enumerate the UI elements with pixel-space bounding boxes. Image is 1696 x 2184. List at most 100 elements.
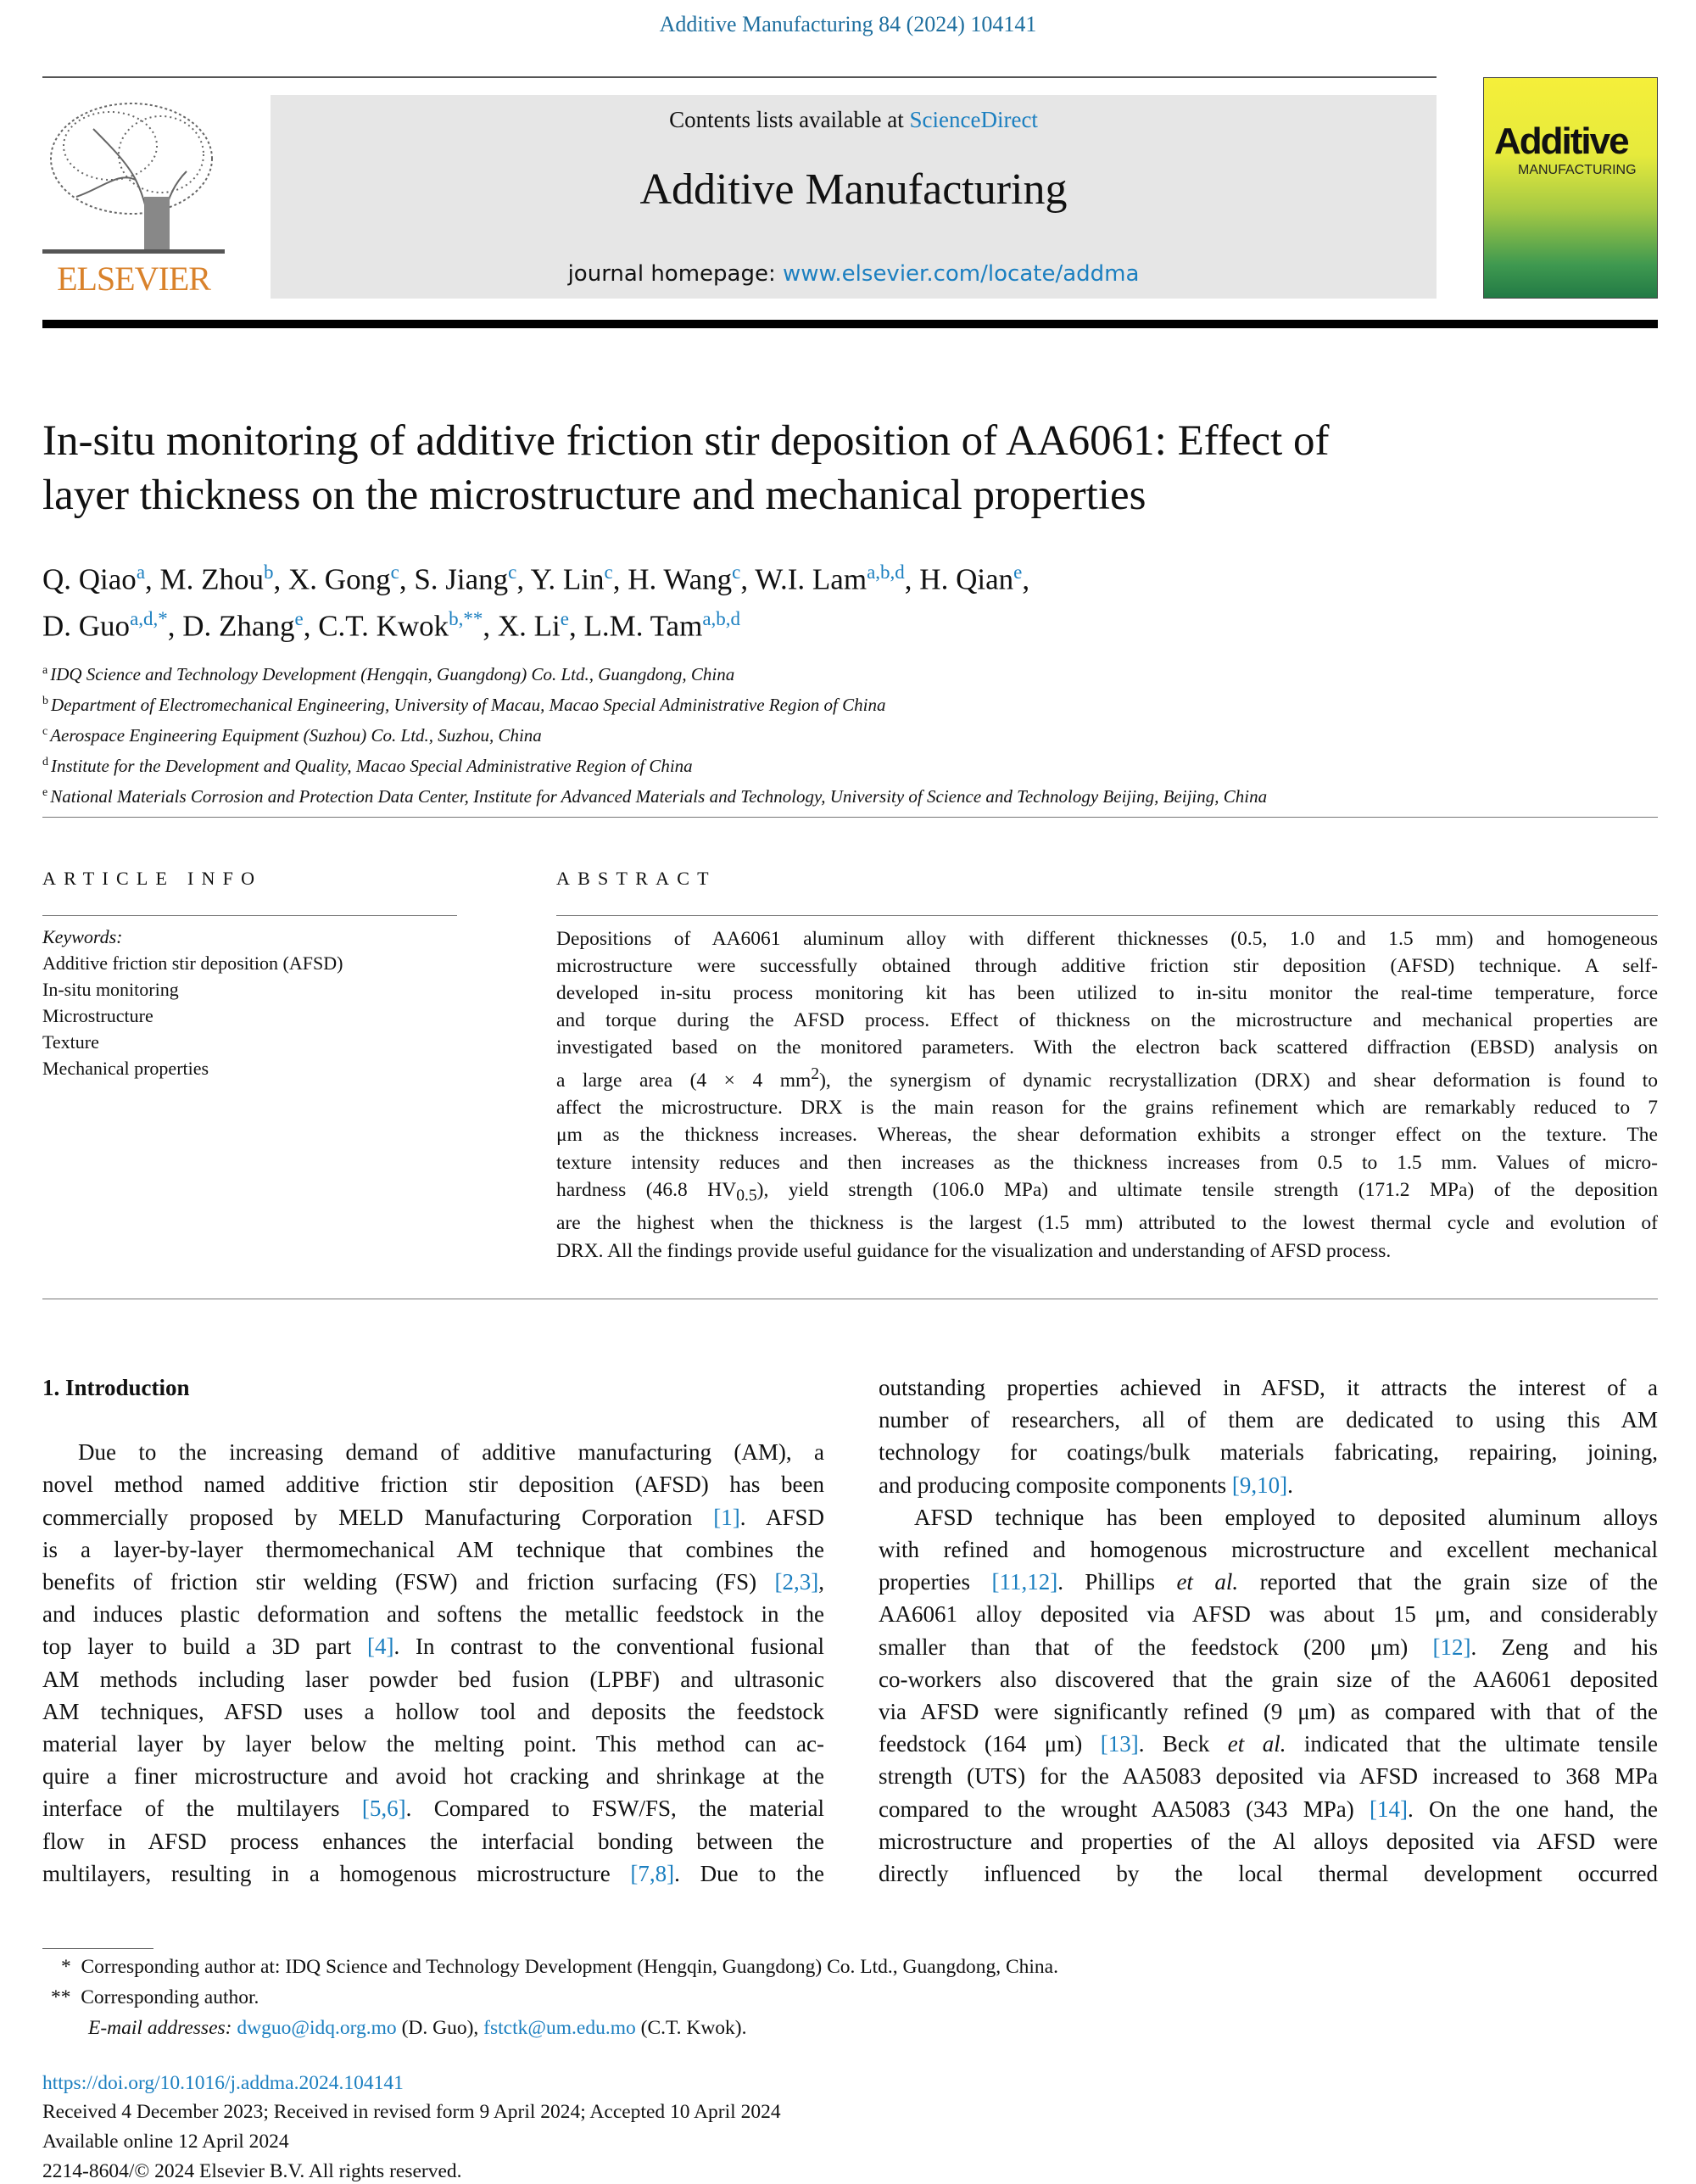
citation-link[interactable]: [2,3] (774, 1569, 819, 1595)
journal-cover[interactable]: Additive MANUFACTURING (1483, 77, 1658, 299)
text-line: AFSD technique has been employed to depo… (914, 1504, 1658, 1530)
author-line: Q. Qiaoa, M. Zhoub, X. Gongc, S. Jiangc,… (42, 561, 1030, 596)
author-affiliation-marker[interactable]: a,b,d (867, 561, 905, 583)
doi-link[interactable]: https://doi.org/10.1016/j.addma.2024.104… (42, 2072, 404, 2094)
text-line: texture intensity reduces and then incre… (556, 1151, 1658, 1174)
text-line: co-workers also discovered that the grai… (879, 1666, 1658, 1692)
text-line: via AFSD were significantly refined (9 μ… (879, 1699, 1658, 1725)
elsevier-logo: ELSEVIER (42, 95, 225, 299)
footnote-divider (42, 1948, 153, 1949)
email-link-guo[interactable]: dwguo@idq.org.mo (237, 2017, 397, 2039)
author-name[interactable]: X. Li (497, 609, 561, 643)
author-affiliation-marker[interactable]: c (732, 561, 741, 583)
affiliation: a IDQ Science and Technology Development … (42, 657, 1267, 688)
author-affiliation-marker[interactable]: e (560, 607, 569, 629)
citation-link[interactable]: [5,6] (361, 1796, 406, 1822)
text-line: multilayers, resulting in a homogenous m… (42, 1860, 824, 1886)
text-line: novel method named additive friction sti… (42, 1472, 824, 1498)
email-link-kwok[interactable]: fstctk@um.edu.mo (483, 2017, 636, 2039)
author-affiliation-marker[interactable]: b,** (449, 607, 483, 629)
journal-header-box: Contents lists available at ScienceDirec… (271, 95, 1437, 299)
affiliation-key: a (42, 664, 48, 677)
author-name[interactable]: W.I. Lam (755, 562, 868, 596)
journal-reference[interactable]: Additive Manufacturing 84 (2024) 104141 (659, 12, 1037, 36)
author-affiliation-marker[interactable]: e (294, 607, 304, 629)
superscript: 2 (811, 1065, 820, 1084)
emphasis: et al. (1176, 1569, 1239, 1595)
citation-link[interactable]: [1] (713, 1504, 740, 1530)
keyword: Microstructure (42, 1005, 153, 1026)
homepage-link[interactable]: www.elsevier.com/locate/addma (783, 261, 1140, 287)
author-affiliation-marker[interactable]: c (604, 561, 613, 583)
text-line: Depositions of AA6061 aluminum alloy wit… (556, 928, 1658, 950)
text-line: smaller than that of the feedstock (200 … (879, 1634, 1658, 1660)
author-affiliation-marker[interactable]: e (1013, 561, 1023, 583)
author-name[interactable]: L.M. Tam (583, 609, 703, 643)
contents-line: Contents lists available at ScienceDirec… (271, 107, 1437, 133)
text-line: developed in-situ process monitoring kit… (556, 982, 1658, 1005)
text-line: AA6061 alloy deposited via AFSD was abou… (879, 1601, 1658, 1628)
author-name[interactable]: X. Gong (288, 562, 391, 596)
copyright: 2214-8604/© 2024 Elsevier B.V. All right… (42, 2160, 462, 2182)
keyword: Mechanical properties (42, 1058, 209, 1079)
citation-link[interactable]: [14] (1369, 1796, 1408, 1822)
author-affiliation-marker[interactable]: a,b,d (702, 607, 741, 629)
affiliation-text: Aerospace Engineering Equipment (Suzhou)… (50, 725, 542, 746)
footnote-text: Corresponding author at: IDQ Science and… (81, 1956, 1058, 1978)
header-bar (42, 320, 1658, 328)
author-name[interactable]: H. Qian (919, 562, 1014, 596)
footnote-mark: ** (51, 1986, 71, 2008)
author-affiliation-marker[interactable]: a (136, 561, 146, 583)
text-line: number of researchers, all of them are d… (879, 1407, 1658, 1433)
author-affiliation-marker[interactable]: c (508, 561, 517, 583)
author-name[interactable]: C.T. Kwok (318, 609, 449, 643)
text-line: AM techniques, AFSD uses a hollow tool a… (42, 1698, 824, 1724)
citation-link[interactable]: [7,8] (630, 1860, 675, 1886)
citation-link[interactable]: [4] (367, 1634, 394, 1660)
intro-left-column: 1. Introduction Due to the increasing de… (42, 1371, 824, 1890)
author-name[interactable]: S. Jiang (414, 562, 509, 596)
homepage-line: journal homepage: www.elsevier.com/locat… (271, 261, 1437, 287)
citation-link[interactable]: [11,12] (991, 1569, 1058, 1595)
text-line: interface of the multilayers [5,6]. Comp… (42, 1796, 824, 1822)
author-name[interactable]: Y. Lin (530, 562, 605, 596)
keyword: In-situ monitoring (42, 979, 179, 1000)
author-affiliation-marker[interactable]: c (390, 561, 399, 583)
footnote-corresponding-1: * Corresponding author at: IDQ Science a… (61, 1956, 1058, 1979)
text-line: hardness (46.8 HV0.5), yield strength (1… (556, 1178, 1658, 1205)
affiliation-key: c (42, 725, 48, 738)
text-line: material layer by layer below the meltin… (42, 1731, 824, 1757)
received-dates: Received 4 December 2023; Received in re… (42, 2101, 781, 2123)
email-label: E-mail addresses: (88, 2017, 232, 2039)
affiliation-list: a IDQ Science and Technology Development … (42, 657, 1267, 810)
affiliation: b Department of Electromechanical Enginee… (42, 688, 1267, 718)
available-online: Available online 12 April 2024 (42, 2131, 289, 2153)
keywords: Keywords: Additive friction stir deposit… (42, 924, 343, 1081)
title-line: In-situ monitoring of additive friction … (42, 417, 1330, 465)
author-affiliation-marker[interactable]: a,d,* (130, 607, 168, 629)
tree-icon (42, 103, 225, 254)
author-name[interactable]: M. Zhou (159, 562, 265, 596)
author-name[interactable]: H. Wang (628, 562, 733, 596)
footnote-mark: * (61, 1956, 71, 1978)
text-line: microstructure and properties of the Al … (879, 1828, 1658, 1854)
text-line: are the highest when the thickness is th… (556, 1212, 1658, 1235)
keyword: Additive friction stir deposition (AFSD) (42, 952, 343, 974)
affiliation-text: Department of Electromechanical Engineer… (51, 695, 886, 715)
citation-link[interactable]: [13] (1100, 1731, 1139, 1757)
affiliation-text: Institute for the Development and Qualit… (51, 756, 693, 776)
author-name[interactable]: Q. Qiao (42, 562, 137, 596)
sciencedirect-link[interactable]: ScienceDirect (909, 107, 1038, 132)
author-name[interactable]: D. Zhang (182, 609, 295, 643)
text-line: μm as the thickness increases. Whereas, … (556, 1124, 1658, 1147)
subscript: 0.5 (736, 1187, 757, 1205)
text-line: commercially proposed by MELD Manufactur… (42, 1504, 824, 1530)
text-line: microstructure were successfully obtaine… (556, 955, 1658, 978)
email-owner: (D. Guo), (396, 2017, 484, 2039)
keywords-label: Keywords: (42, 926, 123, 947)
author-affiliation-marker[interactable]: b (264, 561, 274, 583)
citation-link[interactable]: [9,10] (1231, 1472, 1288, 1498)
author-name[interactable]: D. Guo (42, 609, 131, 643)
citation-link[interactable]: [12] (1432, 1634, 1471, 1660)
title-line: layer thickness on the microstructure an… (42, 472, 1146, 519)
